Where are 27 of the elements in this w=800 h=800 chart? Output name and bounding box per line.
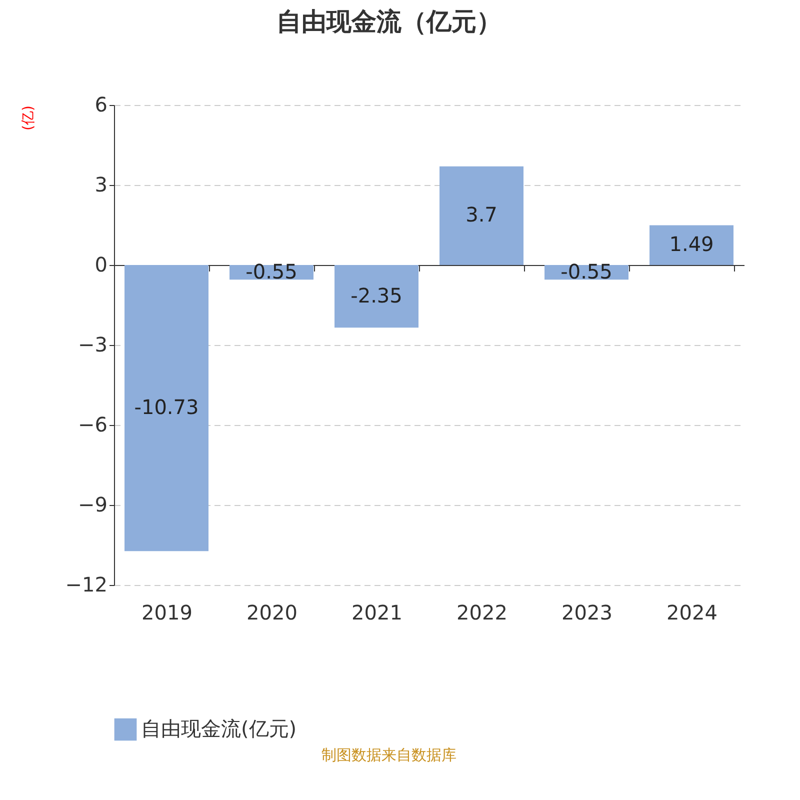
y-tick-label: −3: [78, 332, 108, 356]
bar: [334, 265, 418, 328]
x-tick-label: 2023: [562, 600, 612, 624]
y-tick-label: −6: [78, 412, 108, 436]
y-tick-label: 3: [94, 172, 108, 196]
bar: [124, 265, 208, 552]
data-label: 1.49: [669, 232, 714, 256]
data-label: -0.55: [560, 259, 612, 284]
y-tick-label: −12: [65, 572, 108, 596]
data-label: -10.73: [134, 395, 199, 420]
data-label: -0.55: [246, 259, 298, 284]
y-tick-label: −9: [78, 492, 108, 516]
text: 制图数据来自数据库: [322, 746, 456, 764]
bar: [440, 166, 524, 265]
y-tick-label: 0: [94, 252, 108, 276]
x-tick-label: 2019: [142, 600, 192, 624]
legend-label: 自由现金流(亿元): [141, 716, 297, 740]
y-axis-title: (亿): [20, 106, 36, 130]
x-tick-label: 2021: [352, 600, 402, 624]
y-tick-label: 6: [94, 92, 108, 116]
x-tick-label: 2024: [666, 600, 718, 624]
x-tick-label: 2020: [246, 600, 298, 624]
data-label: 3.7: [466, 202, 498, 227]
chart-title: 自由现金流（亿元）: [276, 7, 502, 36]
data-label: -2.35: [350, 283, 402, 308]
x-tick-label: 2022: [456, 600, 508, 624]
bar: [650, 225, 734, 265]
